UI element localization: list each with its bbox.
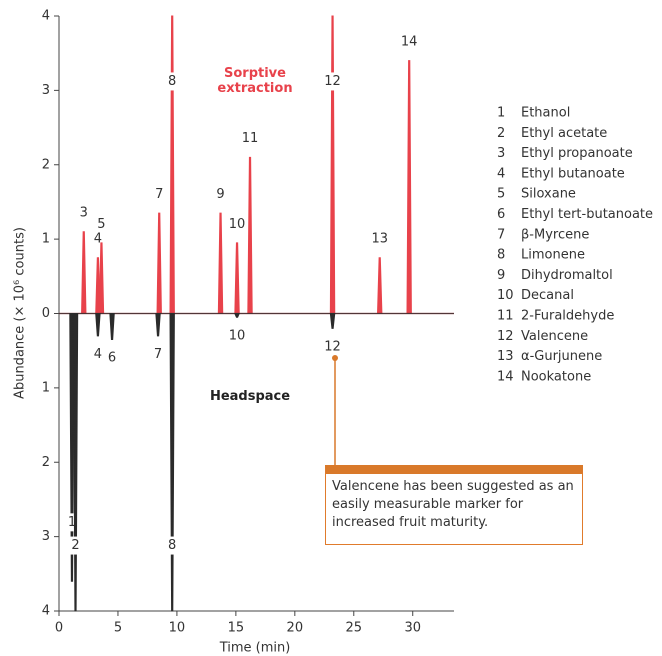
peak-label: 12	[324, 74, 341, 89]
annotation: Valencene has been suggested as an easil…	[325, 465, 583, 545]
peak	[247, 156, 253, 314]
legend-name: Decanal	[521, 288, 574, 303]
peak-label: 12	[324, 339, 341, 354]
peak-label: 11	[242, 131, 259, 146]
peak-label: 3	[80, 206, 88, 221]
legend-number: 8	[497, 248, 505, 263]
legend-name: Siloxane	[521, 187, 576, 202]
legend-name: 2-Furaldehyde	[521, 309, 614, 324]
label-bg	[163, 536, 182, 555]
peak-label: 7	[154, 347, 162, 362]
peak	[69, 313, 75, 582]
peak	[329, 15, 336, 314]
y-tick-label: 4	[42, 9, 50, 24]
peak	[217, 212, 224, 314]
x-tick-label: 25	[346, 621, 363, 636]
x-tick-label: 20	[287, 621, 304, 636]
legend-name: Ethyl tert-butanoate	[521, 207, 653, 222]
legend-name: Ethanol	[521, 106, 570, 121]
peak	[156, 212, 162, 314]
peak-label: 2	[71, 538, 79, 553]
peak-label: 8	[168, 538, 176, 553]
x-tick-label: 5	[114, 621, 122, 636]
legend-name: Valencene	[521, 329, 588, 344]
legend-name: Nookatone	[521, 369, 591, 384]
peak	[329, 313, 336, 329]
peak-label: 9	[216, 187, 224, 202]
label-bg	[163, 72, 182, 91]
label-bg	[323, 72, 342, 91]
legend-number: 13	[497, 349, 514, 364]
legend-name: Dihydromaltol	[521, 268, 613, 283]
legend-number: 11	[497, 309, 514, 324]
peak-label: 6	[108, 351, 116, 366]
peak-label: 13	[371, 232, 388, 247]
peak	[81, 231, 87, 314]
x-tick-label: 0	[55, 621, 63, 636]
y-tick-label: 3	[42, 529, 50, 544]
series-label: Sorptive extraction	[217, 66, 293, 96]
y-tick-label: 3	[42, 83, 50, 98]
legend-name: Ethyl butanoate	[521, 166, 625, 181]
legend-name: α-Gurjunene	[521, 349, 602, 364]
peak-label: 5	[97, 217, 105, 232]
peak-label: 8	[168, 74, 176, 89]
peak	[234, 313, 241, 318]
legend-number: 7	[497, 227, 505, 242]
legend-number: 14	[497, 369, 514, 384]
peak-label: 14	[401, 35, 418, 50]
y-tick-label: 2	[42, 455, 50, 470]
peak	[72, 313, 79, 612]
legend-name: Limonene	[521, 248, 585, 263]
peak	[169, 15, 175, 314]
peak-label: 4	[94, 347, 102, 362]
y-tick-label: 2	[42, 157, 50, 172]
y-tick-label: 0	[42, 306, 50, 321]
connector-dot	[332, 355, 338, 361]
legend-number: 2	[497, 126, 505, 141]
y-tick-label: 4	[42, 604, 50, 619]
peak-label: 1	[68, 515, 76, 530]
peak-label: 10	[229, 328, 246, 343]
legend-number: 9	[497, 268, 505, 283]
peak-label: 7	[155, 187, 163, 202]
legend-number: 4	[497, 166, 505, 181]
legend-number: 6	[497, 207, 505, 222]
legend-number: 1	[497, 106, 505, 121]
peak-label: 4	[94, 232, 102, 247]
x-tick-label: 10	[169, 621, 186, 636]
legend-name: Ethyl acetate	[521, 126, 607, 141]
x-axis-label: Time (min)	[219, 641, 291, 656]
y-tick-label: 1	[42, 380, 50, 395]
peak	[155, 313, 161, 337]
series-label: Headspace	[209, 389, 291, 404]
legend-number: 10	[497, 288, 514, 303]
legend-name: β-Myrcene	[521, 227, 589, 242]
label-bg	[66, 536, 85, 555]
peak	[234, 242, 240, 314]
y-tick-label: 1	[42, 232, 50, 247]
peak	[169, 313, 175, 612]
legend-number: 12	[497, 329, 514, 344]
x-tick-label: 15	[228, 621, 245, 636]
x-tick-label: 30	[404, 621, 421, 636]
peak	[95, 313, 101, 337]
legend-name: Ethyl propanoate	[521, 146, 633, 161]
peak	[377, 257, 383, 314]
peak	[406, 60, 412, 314]
peak	[109, 313, 115, 341]
legend-number: 5	[497, 187, 505, 202]
y-axis-label: Abundance (× 10⁶ counts)	[13, 227, 28, 399]
peak	[98, 242, 105, 314]
peak-label: 10	[229, 217, 246, 232]
legend-number: 3	[497, 146, 505, 161]
